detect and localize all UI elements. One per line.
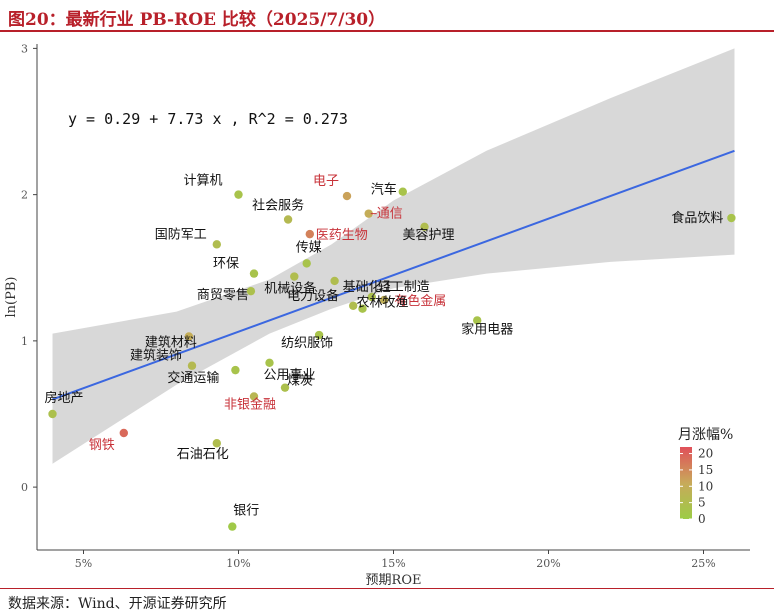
color-legend: 月涨幅% 20 15 10 5 0 bbox=[678, 427, 733, 526]
x-tick-label: 25% bbox=[691, 557, 715, 570]
label-食品饮料: 食品饮料 bbox=[671, 210, 723, 226]
point-交通运输 bbox=[231, 365, 240, 375]
point-房地产 bbox=[48, 409, 57, 419]
footer-rule bbox=[0, 588, 774, 589]
label-有色金属: 有色金属 bbox=[394, 293, 446, 309]
point-计算机 bbox=[234, 190, 243, 199]
label-轻工制造: 轻工制造 bbox=[378, 280, 430, 295]
x-tick-label: 20% bbox=[536, 557, 560, 570]
label-传媒: 传媒 bbox=[296, 240, 322, 255]
point-传媒 bbox=[302, 259, 311, 268]
label-医药生物: 医药生物 bbox=[316, 228, 368, 243]
label-社会服务: 社会服务 bbox=[252, 197, 304, 213]
legend-title: 月涨幅% bbox=[678, 427, 733, 443]
x-tick-label: 15% bbox=[381, 557, 405, 570]
point-电力设备 bbox=[349, 301, 358, 310]
legend-tick-label: 5 bbox=[698, 496, 706, 510]
regression-equation: y = 0.29 + 7.73 x , R^2 = 0.273 bbox=[68, 110, 348, 128]
label-公用事业: 公用事业 bbox=[264, 368, 316, 383]
point-医药生物 bbox=[305, 229, 314, 239]
legend-tick-label: 10 bbox=[698, 479, 713, 493]
label-钢铁: 钢铁 bbox=[89, 438, 115, 453]
label-家用电器: 家用电器 bbox=[461, 321, 513, 337]
label-计算机: 计算机 bbox=[183, 174, 222, 189]
label-房地产: 房地产 bbox=[45, 390, 84, 406]
point-汽车 bbox=[398, 187, 407, 196]
x-tick-label: 5% bbox=[75, 557, 92, 570]
data-source: 数据来源：Wind、开源证券研究所 bbox=[8, 596, 227, 612]
legend-tick-label: 15 bbox=[698, 463, 713, 477]
point-机械设备 bbox=[290, 272, 299, 281]
label-交通运输: 交通运输 bbox=[167, 370, 219, 386]
label-通信: 通信 bbox=[377, 207, 403, 222]
chart-title: 图20：最新行业 PB-ROE 比较（2025/7/30） bbox=[8, 10, 386, 30]
label-电子: 电子 bbox=[313, 174, 339, 189]
point-家用电器 bbox=[473, 316, 482, 325]
point-有色金属 bbox=[380, 295, 389, 305]
axes: 5% 10% 15% 20% 25% 0 1 2 3 预期ROE ln(PB) bbox=[4, 42, 750, 587]
leader-轻工制造 bbox=[371, 288, 379, 298]
point-农林牧渔 bbox=[358, 304, 367, 313]
point-公用事业 bbox=[265, 358, 274, 368]
title-rule bbox=[0, 30, 774, 32]
label-建筑装饰: 建筑装饰 bbox=[130, 348, 182, 364]
confidence-band-area bbox=[52, 48, 735, 464]
label-建筑材料: 建筑材料 bbox=[145, 334, 197, 350]
label-基础化工: 基础化工 bbox=[343, 280, 395, 295]
point-环保 bbox=[249, 269, 259, 278]
label-国防军工: 国防军工 bbox=[155, 226, 207, 242]
point-商贸零售 bbox=[246, 286, 256, 296]
label-煤炭: 煤炭 bbox=[287, 374, 313, 389]
label-机械设备: 机械设备 bbox=[264, 281, 316, 297]
legend-tick-label: 20 bbox=[698, 447, 713, 461]
label-非银金融: 非银金融 bbox=[224, 396, 276, 412]
regression-line bbox=[52, 149, 735, 401]
label-环保: 环保 bbox=[213, 257, 239, 272]
label-商贸零售: 商贸零售 bbox=[197, 287, 249, 303]
point-电子 bbox=[342, 191, 352, 201]
point-非银金融 bbox=[249, 392, 259, 401]
point-基础化工 bbox=[330, 276, 339, 286]
label-美容护理: 美容护理 bbox=[402, 227, 454, 243]
confidence-band bbox=[52, 48, 735, 464]
point-建筑装饰 bbox=[187, 361, 197, 370]
point-美容护理 bbox=[420, 222, 429, 232]
data-points bbox=[48, 187, 736, 531]
legend-tick-label: 0 bbox=[698, 512, 706, 526]
point-通信 bbox=[364, 209, 373, 218]
point-银行 bbox=[228, 522, 237, 531]
y-tick-label: 3 bbox=[21, 42, 28, 55]
y-tick-label: 0 bbox=[21, 481, 28, 494]
point-石油石化 bbox=[212, 439, 221, 448]
y-axis-label: ln(PB) bbox=[4, 277, 19, 318]
y-tick-label: 1 bbox=[21, 335, 28, 348]
label-石油石化: 石油石化 bbox=[177, 447, 229, 462]
label-银行: 银行 bbox=[233, 504, 259, 519]
label-纺织服饰: 纺织服饰 bbox=[281, 336, 333, 351]
y-tick-label: 2 bbox=[21, 189, 28, 202]
point-煤炭 bbox=[280, 383, 290, 392]
point-建筑材料 bbox=[184, 332, 194, 341]
x-axis-label: 预期ROE bbox=[366, 573, 422, 587]
label-汽车: 汽车 bbox=[371, 182, 397, 198]
x-tick-label: 10% bbox=[226, 557, 250, 570]
label-农林牧渔: 农林牧渔 bbox=[357, 296, 409, 311]
point-纺织服饰 bbox=[314, 330, 324, 340]
point-钢铁 bbox=[119, 428, 128, 438]
point-国防军工 bbox=[212, 240, 221, 249]
point-食品饮料 bbox=[727, 213, 736, 223]
legend-colorbar bbox=[680, 447, 692, 519]
regression-fit-line bbox=[52, 149, 735, 401]
point-社会服务 bbox=[283, 215, 293, 224]
label-电力设备: 电力设备 bbox=[287, 288, 339, 304]
